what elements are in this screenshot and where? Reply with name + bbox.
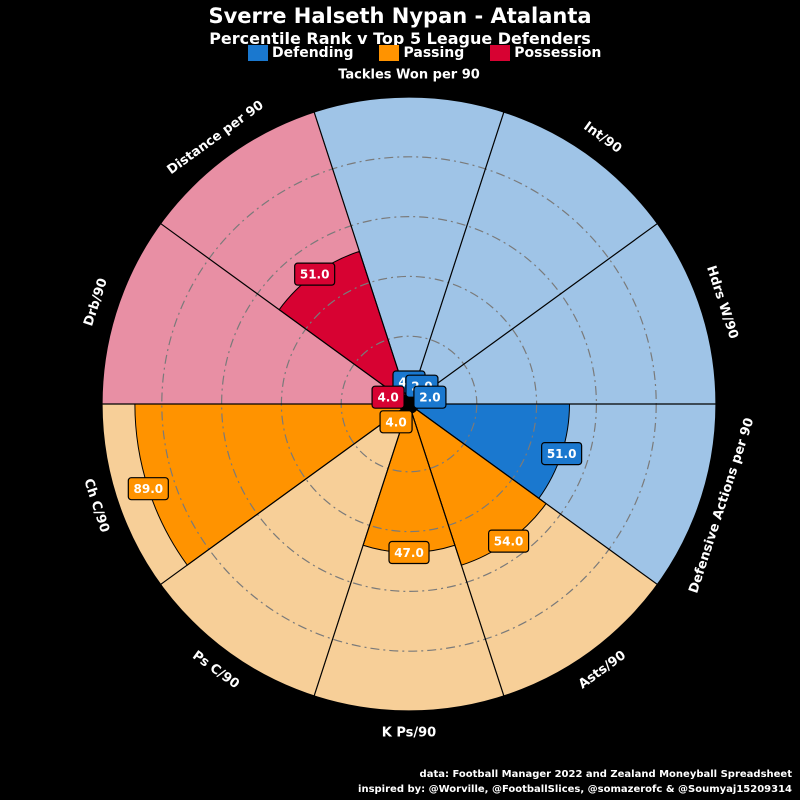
value-box-drb-90 — [371, 385, 405, 409]
category-label-k-ps-90: K Ps/90 — [382, 726, 436, 741]
chart-subtitle: Percentile Rank v Top 5 League Defenders — [209, 29, 591, 48]
legend-swatch-passing — [379, 45, 400, 61]
value-label-ch-c-90: 89.0 — [127, 477, 169, 501]
value-label-asts-90: 54.0 — [488, 529, 530, 553]
value-label-defensive-actions-per-90: 51.0 — [541, 441, 583, 466]
value-box-asts-90 — [488, 529, 530, 553]
value-text-k-ps-90: 47.0 — [394, 546, 424, 560]
divider-0 — [313, 111, 408, 397]
legend: Defending Passing Possession — [248, 45, 601, 61]
divider-4 — [415, 408, 658, 585]
slice-bg-drb-90 — [102, 223, 403, 404]
value-label-k-ps-90: 47.0 — [388, 540, 430, 565]
footer-credits: inspired by: @Worville, @FootballSlices,… — [358, 784, 792, 795]
category-label-hdrs-w-90: Hdrs W/90 — [703, 264, 741, 341]
category-label-ch-c-90: Ch C/90 — [80, 477, 111, 535]
value-labels: 4.02.02.051.054.047.04.089.04.051.0 — [127, 262, 583, 565]
divider-2 — [415, 223, 658, 400]
value-label-ps-c-90: 4.0 — [379, 410, 413, 434]
slice-bg-hdrs-w-90 — [415, 223, 716, 404]
divider-1 — [410, 111, 505, 397]
value-text-asts-90: 54.0 — [494, 535, 524, 549]
value-text-distance-per-90: 51.0 — [300, 268, 330, 282]
legend-item-passing: Passing — [379, 45, 464, 61]
slice-bg-int-90 — [411, 112, 658, 400]
category-label-int-90: Int/90 — [581, 119, 625, 157]
value-text-drb-90: 4.0 — [377, 391, 398, 405]
value-box-ps-c-90 — [379, 410, 413, 434]
category-label-drb-90: Drb/90 — [81, 277, 111, 329]
value-text-ch-c-90: 89.0 — [134, 482, 164, 496]
legend-swatch-defending — [248, 45, 268, 61]
value-text-defensive-actions-per-90: 51.0 — [547, 447, 577, 461]
value-text-ps-c-90: 4.0 — [385, 415, 406, 429]
value-box-ch-c-90 — [127, 477, 169, 501]
value-box-hdrs-w-90 — [413, 385, 447, 409]
category-label-tackles-won-per-90: Tackles Won per 90 — [338, 68, 480, 83]
chart-title: Sverre Halseth Nypan - Atalanta — [208, 4, 592, 28]
slice-bg-ps-c-90 — [160, 408, 407, 696]
footer-data-source: data: Football Manager 2022 and Zealand … — [419, 769, 792, 780]
value-label-drb-90: 4.0 — [371, 385, 405, 409]
divider-6 — [313, 411, 408, 697]
value-label-distance-per-90: 51.0 — [294, 262, 336, 286]
legend-label-passing: Passing — [403, 45, 465, 61]
divider-9 — [160, 223, 403, 400]
divider-7 — [160, 408, 403, 585]
value-text-hdrs-w-90: 2.0 — [419, 391, 440, 405]
legend-swatch-possession — [490, 45, 511, 61]
divider-5 — [410, 411, 505, 697]
value-label-hdrs-w-90: 2.0 — [413, 385, 447, 409]
slice-dividers — [102, 111, 716, 697]
value-box-k-ps-90 — [388, 540, 430, 565]
value-box-distance-per-90 — [294, 262, 336, 286]
slice-bg-tackles-won-per-90 — [314, 97, 504, 397]
legend-item-defending: Defending — [248, 45, 353, 61]
legend-label-possession: Possession — [514, 45, 602, 61]
legend-item-possession: Possession — [490, 45, 601, 61]
value-box-defensive-actions-per-90 — [541, 441, 583, 466]
legend-label-defending: Defending — [272, 45, 354, 61]
